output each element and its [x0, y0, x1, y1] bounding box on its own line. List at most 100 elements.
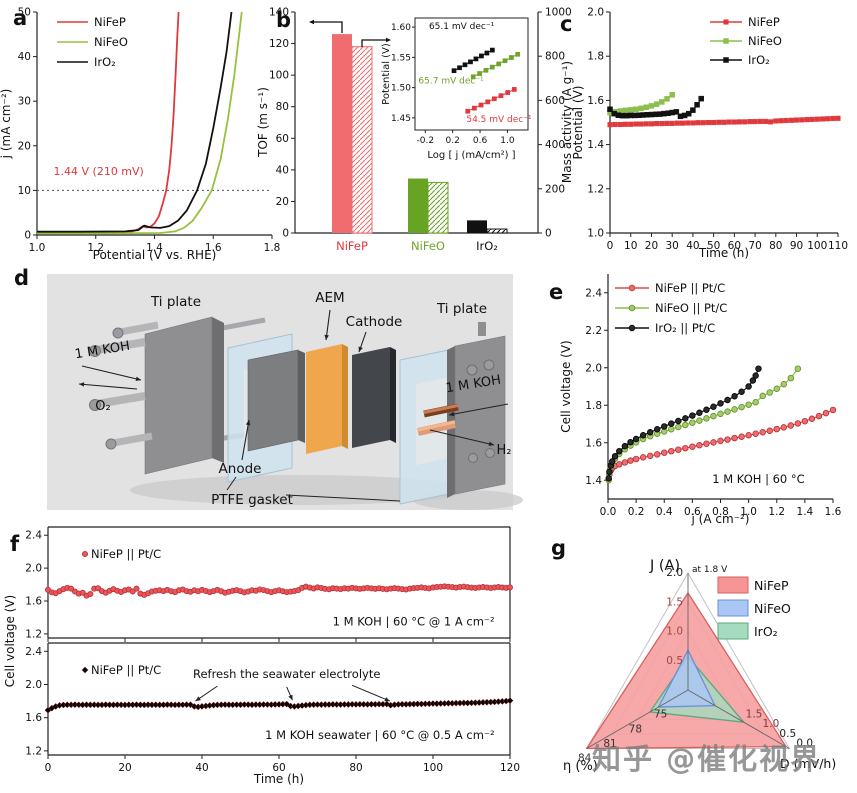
svg-text:1.6: 1.6	[585, 437, 602, 449]
aem-membrane	[306, 344, 342, 454]
panel-letter-c: c	[560, 12, 573, 36]
svg-text:j (mA cm⁻²): j (mA cm⁻²)	[0, 89, 13, 160]
svg-text:Cell voltage (V): Cell voltage (V)	[559, 340, 573, 432]
o2-out-arrow	[78, 383, 138, 390]
svg-text:2.2: 2.2	[585, 325, 602, 337]
svg-text:1.6: 1.6	[205, 242, 222, 254]
svg-text:1 M KOH seawater | 60 °C @ 0.5: 1 M KOH seawater | 60 °C @ 0.5 A cm⁻²	[265, 728, 494, 742]
svg-text:NiFeP || Pt/C: NiFeP || Pt/C	[91, 547, 161, 561]
svg-text:54.5 mV dec⁻¹: 54.5 mV dec⁻¹	[466, 115, 532, 125]
svg-text:20: 20	[18, 140, 31, 152]
panel-b-tof-bar-chart: 0 20 40 60 80 100 120 140 0 200 400 600 800 1000 TOF (…	[256, 7, 574, 254]
shadow	[130, 475, 470, 505]
svg-text:1.2: 1.2	[87, 242, 104, 254]
svg-text:1.6: 1.6	[825, 506, 842, 518]
svg-text:1.0: 1.0	[587, 228, 604, 240]
fitting	[483, 359, 495, 371]
svg-text:-0.2: -0.2	[416, 136, 434, 146]
svg-text:200: 200	[545, 183, 565, 195]
bolt	[96, 338, 146, 354]
svg-text:80: 80	[769, 240, 782, 252]
svg-text:100: 100	[807, 240, 827, 252]
svg-text:65.1 mV dec⁻¹: 65.1 mV dec⁻¹	[429, 22, 495, 32]
svg-text:600: 600	[545, 95, 565, 107]
svg-text:2.0: 2.0	[587, 7, 604, 19]
fitting	[466, 364, 478, 376]
panel-d-electrolyzer-diagram: Ti plate AEM Cathode Ti plate 1 M KOH O₂…	[47, 274, 523, 510]
svg-text:140: 140	[269, 7, 289, 19]
svg-text:NiFeP || Pt/C: NiFeP || Pt/C	[655, 281, 725, 295]
copper-tube-highlight	[423, 404, 459, 414]
svg-text:IrO₂: IrO₂	[94, 55, 116, 69]
svg-text:at 1.8 V: at 1.8 V	[692, 565, 728, 575]
svg-text:10: 10	[624, 240, 637, 252]
svg-text:NiFeP: NiFeP	[748, 15, 780, 29]
svg-text:0.6: 0.6	[473, 136, 488, 146]
svg-text:100: 100	[269, 70, 289, 82]
ti-plate-right-label: Ti plate	[436, 301, 487, 317]
svg-text:1 M KOH | 60 °C @ 1 A cm⁻²: 1 M KOH | 60 °C @ 1 A cm⁻²	[333, 615, 495, 629]
cathode-plate	[352, 347, 390, 448]
svg-text:20: 20	[645, 240, 658, 252]
bolt-head	[105, 438, 117, 450]
bolt	[119, 321, 159, 336]
cathode-label: Cathode	[346, 314, 403, 330]
svg-text:65.7 mV dec⁻¹: 65.7 mV dec⁻¹	[418, 76, 484, 86]
copper-tube-highlight	[417, 420, 456, 432]
bolt-head	[112, 327, 124, 339]
svg-text:0: 0	[45, 762, 52, 774]
svg-text:Cell voltage (V): Cell voltage (V)	[3, 595, 17, 687]
panel-letter-g: g	[551, 536, 567, 560]
svg-text:j (A cm⁻²): j (A cm⁻²)	[691, 512, 750, 526]
svg-text:2.0: 2.0	[25, 679, 42, 691]
svg-text:1.0: 1.0	[763, 718, 780, 730]
svg-text:1000: 1000	[545, 7, 572, 19]
svg-text:0.5: 0.5	[779, 728, 796, 740]
ptfe-leader-left	[226, 476, 237, 491]
svg-text:60: 60	[272, 762, 285, 774]
svg-text:2.0: 2.0	[666, 567, 683, 579]
svg-text:400: 400	[545, 139, 565, 151]
svg-text:1.2: 1.2	[768, 506, 785, 518]
svg-text:90: 90	[790, 240, 803, 252]
anode-side	[298, 350, 305, 443]
anode-label: Anode	[219, 461, 262, 477]
svg-text:1.50: 1.50	[391, 84, 411, 94]
svg-text:10: 10	[18, 185, 31, 197]
svg-text:110: 110	[828, 240, 848, 252]
svg-text:1.0: 1.0	[740, 506, 757, 518]
svg-text:NiFeO: NiFeO	[94, 35, 128, 49]
svg-text:1.4: 1.4	[146, 242, 163, 254]
plate-tab	[478, 322, 486, 336]
svg-text:NiFeP: NiFeP	[754, 578, 789, 593]
svg-text:2.4: 2.4	[25, 646, 42, 658]
gasket-window	[416, 377, 450, 465]
svg-text:TOF (m s⁻¹): TOF (m s⁻¹)	[256, 87, 270, 158]
svg-text:η (%): η (%)	[563, 759, 598, 774]
svg-text:81: 81	[603, 738, 616, 750]
svg-text:1.45: 1.45	[391, 114, 411, 124]
svg-text:40: 40	[195, 762, 208, 774]
svg-text:50: 50	[18, 7, 31, 19]
anode-arrow	[241, 419, 250, 461]
ti-plate-right	[454, 335, 506, 495]
anode-plate	[247, 349, 299, 452]
svg-text:100: 100	[423, 762, 443, 774]
svg-text:Log [ j (mA/cm²) ]: Log [ j (mA/cm²) ]	[427, 150, 515, 161]
svg-text:NiFeO: NiFeO	[748, 34, 782, 48]
svg-text:D (mV/h): D (mV/h)	[780, 756, 836, 771]
svg-text:NiFeP || Pt/C: NiFeP || Pt/C	[91, 663, 161, 677]
svg-text:0.5: 0.5	[666, 655, 683, 667]
svg-text:IrO₂: IrO₂	[754, 624, 778, 639]
svg-text:1.8: 1.8	[585, 400, 602, 412]
svg-text:0.4: 0.4	[656, 506, 673, 518]
svg-text:1.2: 1.2	[587, 183, 604, 195]
svg-text:1.4: 1.4	[797, 506, 814, 518]
ti-plate-left-side	[212, 317, 224, 463]
svg-text:2.4: 2.4	[25, 530, 42, 542]
svg-text:Time (h): Time (h)	[253, 772, 304, 786]
bolt-head	[89, 345, 101, 357]
svg-text:Potential (V): Potential (V)	[381, 43, 392, 105]
svg-text:2.0: 2.0	[585, 362, 602, 374]
